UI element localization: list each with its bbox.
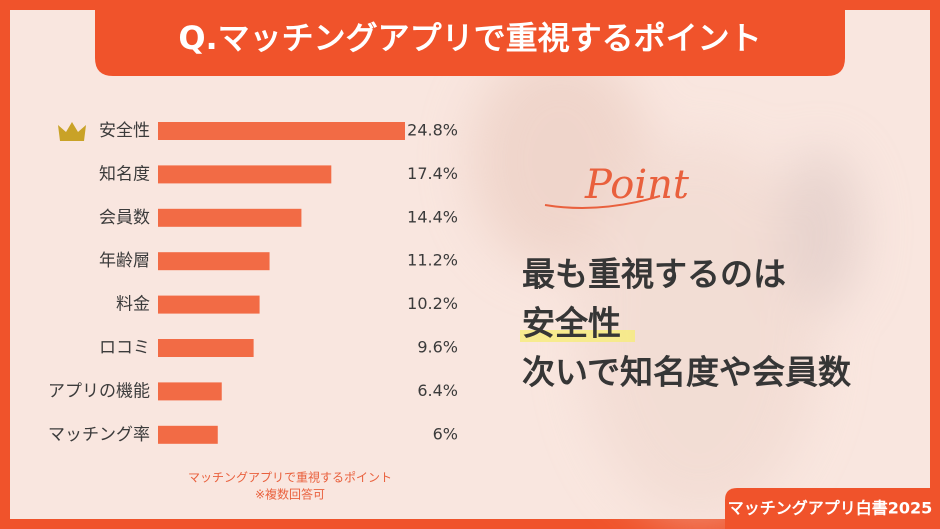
value-label: 17.4% — [407, 164, 458, 183]
bar — [158, 295, 260, 314]
category-label: 会員数 — [99, 208, 150, 228]
bar — [158, 208, 302, 227]
badge: マッチングアプリ白書2025 — [728, 499, 933, 518]
category-label: 知名度 — [99, 164, 150, 184]
point-line: 最も重視するのは — [522, 255, 786, 294]
value-label: 24.8% — [407, 121, 458, 140]
photo-impression — [470, 50, 860, 520]
point-line: 安全性 — [522, 304, 621, 343]
category-label: 料金 — [116, 295, 150, 315]
value-label: 9.6% — [417, 338, 458, 357]
value-label: 14.4% — [407, 207, 458, 226]
bar — [158, 122, 405, 140]
value-label: 11.2% — [407, 251, 458, 270]
category-label: ロコミ — [99, 338, 150, 358]
point-swash — [544, 195, 661, 209]
point-label: Point — [584, 162, 690, 208]
highlight — [520, 330, 635, 342]
category-label: 年齢層 — [99, 251, 150, 271]
bar — [158, 252, 270, 271]
crown-icon — [58, 122, 86, 141]
badge-bg — [725, 488, 940, 529]
value-label: 10.2% — [407, 294, 458, 313]
note: ※複数回答可 — [255, 487, 325, 502]
note: マッチングアプリで重視するポイント — [188, 470, 392, 485]
value-label: 6.4% — [417, 381, 458, 400]
category-label: マッチング率 — [48, 425, 150, 445]
value-label: 6% — [433, 424, 458, 443]
bar — [158, 339, 254, 357]
bar — [158, 425, 218, 444]
point-line: 次いで知名度や会員数 — [522, 353, 852, 392]
bar — [158, 382, 222, 401]
category-label: アプリの機能 — [48, 381, 150, 401]
category-label: 安全性 — [99, 121, 150, 141]
chart-title: Q.マッチングアプリで重視するポイント — [178, 19, 761, 57]
bar — [158, 165, 332, 184]
title-banner — [95, 0, 845, 76]
